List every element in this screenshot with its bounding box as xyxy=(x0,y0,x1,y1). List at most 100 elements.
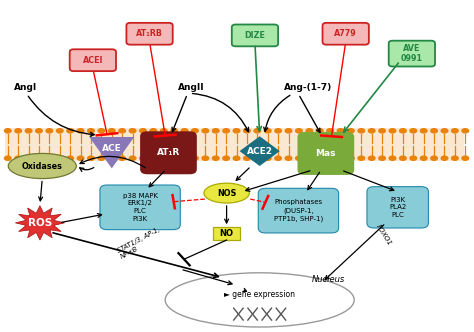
Circle shape xyxy=(378,128,386,133)
Circle shape xyxy=(191,128,199,133)
Circle shape xyxy=(128,155,137,161)
Text: ROS: ROS xyxy=(28,218,52,228)
Circle shape xyxy=(170,128,178,133)
Text: ACE2: ACE2 xyxy=(246,147,273,156)
Circle shape xyxy=(326,155,334,161)
Circle shape xyxy=(389,128,397,133)
FancyBboxPatch shape xyxy=(232,25,278,46)
Circle shape xyxy=(389,155,397,161)
Circle shape xyxy=(201,128,210,133)
Circle shape xyxy=(35,128,43,133)
Circle shape xyxy=(264,128,272,133)
Circle shape xyxy=(253,155,261,161)
Circle shape xyxy=(347,128,355,133)
Circle shape xyxy=(264,155,272,161)
Circle shape xyxy=(305,155,313,161)
Ellipse shape xyxy=(8,153,76,179)
Circle shape xyxy=(14,128,22,133)
Circle shape xyxy=(326,128,334,133)
Circle shape xyxy=(399,128,407,133)
FancyBboxPatch shape xyxy=(213,227,240,240)
Circle shape xyxy=(430,155,438,161)
FancyBboxPatch shape xyxy=(70,49,116,71)
Circle shape xyxy=(222,128,230,133)
FancyBboxPatch shape xyxy=(322,23,369,45)
Circle shape xyxy=(87,155,95,161)
Circle shape xyxy=(76,155,84,161)
Circle shape xyxy=(253,128,261,133)
Circle shape xyxy=(295,155,303,161)
Circle shape xyxy=(212,128,220,133)
Circle shape xyxy=(170,155,178,161)
Circle shape xyxy=(274,128,282,133)
Circle shape xyxy=(284,128,292,133)
Circle shape xyxy=(368,128,376,133)
Circle shape xyxy=(212,155,220,161)
Circle shape xyxy=(461,128,469,133)
Circle shape xyxy=(461,155,469,161)
Circle shape xyxy=(430,128,438,133)
Circle shape xyxy=(316,155,324,161)
Circle shape xyxy=(87,128,95,133)
Circle shape xyxy=(347,155,355,161)
Circle shape xyxy=(451,155,459,161)
Text: AngI: AngI xyxy=(14,83,37,92)
Circle shape xyxy=(337,155,345,161)
Circle shape xyxy=(14,155,22,161)
Polygon shape xyxy=(89,137,134,168)
Circle shape xyxy=(316,128,324,133)
Circle shape xyxy=(25,155,33,161)
FancyBboxPatch shape xyxy=(127,23,173,45)
Text: Phosphatases
(DUSP-1,
PTP1b, SHP-1): Phosphatases (DUSP-1, PTP1b, SHP-1) xyxy=(274,200,323,222)
Circle shape xyxy=(118,128,126,133)
Text: NO: NO xyxy=(219,229,234,238)
Circle shape xyxy=(337,128,345,133)
Text: Ang-(1-7): Ang-(1-7) xyxy=(284,83,333,92)
Circle shape xyxy=(440,128,448,133)
Circle shape xyxy=(284,155,292,161)
FancyBboxPatch shape xyxy=(100,185,180,230)
Text: DIZE: DIZE xyxy=(245,31,265,40)
Circle shape xyxy=(274,155,282,161)
Circle shape xyxy=(46,128,54,133)
FancyBboxPatch shape xyxy=(298,132,354,175)
Circle shape xyxy=(66,155,74,161)
Text: AT₁RB: AT₁RB xyxy=(136,29,163,38)
Text: ► gene expression: ► gene expression xyxy=(224,290,295,298)
Circle shape xyxy=(66,128,74,133)
FancyBboxPatch shape xyxy=(140,131,197,174)
Text: AVE
0991: AVE 0991 xyxy=(401,44,423,63)
Circle shape xyxy=(25,128,33,133)
Circle shape xyxy=(181,155,189,161)
Circle shape xyxy=(243,155,251,161)
Text: FOXO1: FOXO1 xyxy=(375,223,393,246)
Circle shape xyxy=(139,155,147,161)
Text: AngII: AngII xyxy=(178,83,205,92)
Circle shape xyxy=(243,128,251,133)
Circle shape xyxy=(4,155,12,161)
Circle shape xyxy=(56,155,64,161)
Text: p38 MAPK
ERK1/2
PLC
PI3K: p38 MAPK ERK1/2 PLC PI3K xyxy=(123,193,158,222)
Text: Oxidases: Oxidases xyxy=(22,161,63,171)
Circle shape xyxy=(233,128,240,133)
FancyBboxPatch shape xyxy=(258,188,338,233)
Circle shape xyxy=(305,128,313,133)
Circle shape xyxy=(160,128,168,133)
Text: Mas: Mas xyxy=(316,149,336,158)
Polygon shape xyxy=(239,136,280,166)
Text: Nucleus: Nucleus xyxy=(312,275,345,284)
Circle shape xyxy=(128,128,137,133)
Circle shape xyxy=(201,155,210,161)
Circle shape xyxy=(4,128,12,133)
Circle shape xyxy=(233,155,240,161)
Circle shape xyxy=(378,155,386,161)
Text: PI3K
PLA2
PLC: PI3K PLA2 PLC xyxy=(389,197,406,218)
Text: ACEI: ACEI xyxy=(82,56,103,65)
Circle shape xyxy=(56,128,64,133)
Circle shape xyxy=(419,128,428,133)
Text: A779: A779 xyxy=(334,29,357,38)
Circle shape xyxy=(118,155,126,161)
Circle shape xyxy=(46,155,54,161)
Circle shape xyxy=(451,128,459,133)
Circle shape xyxy=(35,155,43,161)
